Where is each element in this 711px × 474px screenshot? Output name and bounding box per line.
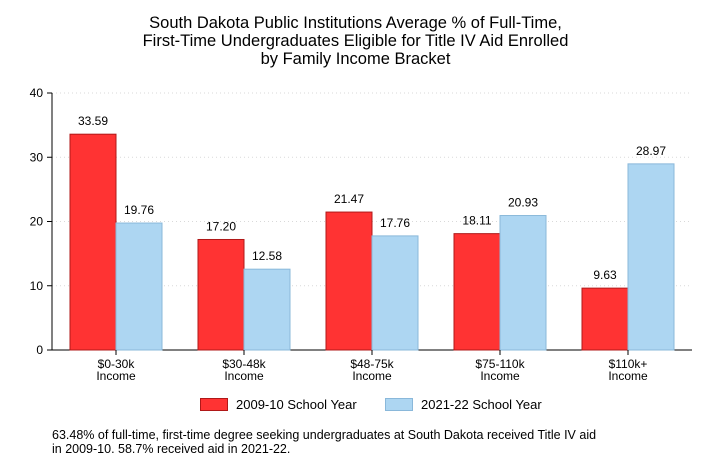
legend-label-2021-22: 2021-22 School Year [421,397,542,412]
y-tick-label-30: 30 [30,150,44,164]
x-tick-label-4-line-1: Income [608,369,648,383]
bar-2009-10-0 [69,133,117,351]
y-tick-label-10: 10 [30,279,44,293]
data-label-2021-22-4: 28.97 [636,144,666,158]
y-tick-label-20: 20 [30,215,44,229]
bar-2021-22-1 [243,268,291,351]
footnote-line-1: 63.48% of full-time, first-time degree s… [52,428,597,442]
y-axis-ticks: 0 10 20 30 40 [30,86,52,357]
chart-title-line-3: by Family Income Bracket [260,50,451,68]
x-tick-label-1-line-1: Income [224,369,264,383]
bar-2021-22-0 [115,222,163,351]
bars [69,133,675,351]
bar-2009-10-2 [325,211,373,351]
bar-2021-22-4 [627,163,675,351]
footnote: 63.48% of full-time, first-time degree s… [52,428,682,456]
data-label-2021-22-3: 20.93 [508,196,538,210]
y-tick-label-40: 40 [30,86,44,100]
bar-2009-10-4 [581,287,629,351]
legend-swatch-2009-10 [200,398,228,411]
bar-2009-10-3 [453,233,501,351]
legend-swatch-2021-22 [385,398,413,411]
x-tick-label-0-line-1: Income [96,369,136,383]
data-label-2021-22-1: 12.58 [252,249,282,263]
data-label-2021-22-0: 19.76 [124,203,154,217]
legend-item-2021-22: 2021-22 School Year [385,397,542,412]
legend-label-2009-10: 2009-10 School Year [236,397,357,412]
x-tick-label-1-line-0: $30-48k [222,357,266,371]
bar-2021-22-2 [371,235,419,351]
x-tick-label-3-line-1: Income [480,369,520,383]
bar-2009-10-1 [197,238,245,351]
legend: 2009-10 School Year 2021-22 School Year [0,397,711,415]
data-label-2009-10-1: 17.20 [206,219,236,233]
bar-2021-22-3 [499,215,547,351]
data-label-2009-10-0: 33.59 [78,114,108,128]
chart-title-line-2: First-Time Undergraduates Eligible for T… [142,32,569,50]
x-tick-label-2-line-1: Income [352,369,392,383]
x-axis-ticks: $0-30kIncome$30-48kIncome$48-75kIncome$7… [96,350,648,383]
data-label-2009-10-3: 18.11 [462,214,491,228]
x-tick-label-3-line-0: $75-110k [475,357,525,371]
chart-title-line-1: South Dakota Public Institutions Average… [149,14,562,32]
footnote-line-2: in 2009-10. 58.7% received aid in 2021-2… [52,442,291,456]
data-label-2021-22-2: 17.76 [380,216,410,230]
x-tick-label-4-line-0: $110k+ [609,357,648,371]
chart-title: South Dakota Public Institutions Average… [0,14,711,68]
x-tick-label-2-line-0: $48-75k [350,357,394,371]
data-labels: 33.59 19.76 17.20 12.58 21.47 17.76 18.11 20.93… [78,114,666,282]
y-tick-label-0: 0 [36,343,43,357]
data-label-2009-10-4: 9.63 [593,268,617,282]
data-label-2009-10-2: 21.47 [334,192,364,206]
legend-item-2009-10: 2009-10 School Year [200,397,357,412]
x-tick-label-0-line-0: $0-30k [98,357,136,371]
